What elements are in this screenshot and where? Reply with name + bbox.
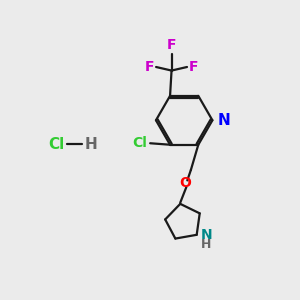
Text: N: N: [218, 113, 230, 128]
Text: Cl: Cl: [132, 136, 147, 150]
Text: Cl: Cl: [48, 136, 64, 152]
Text: H: H: [201, 238, 211, 251]
Text: H: H: [85, 136, 98, 152]
Text: O: O: [179, 176, 191, 190]
Text: F: F: [145, 60, 154, 74]
Text: N: N: [201, 228, 212, 242]
Text: F: F: [188, 60, 198, 74]
Text: F: F: [167, 38, 176, 52]
